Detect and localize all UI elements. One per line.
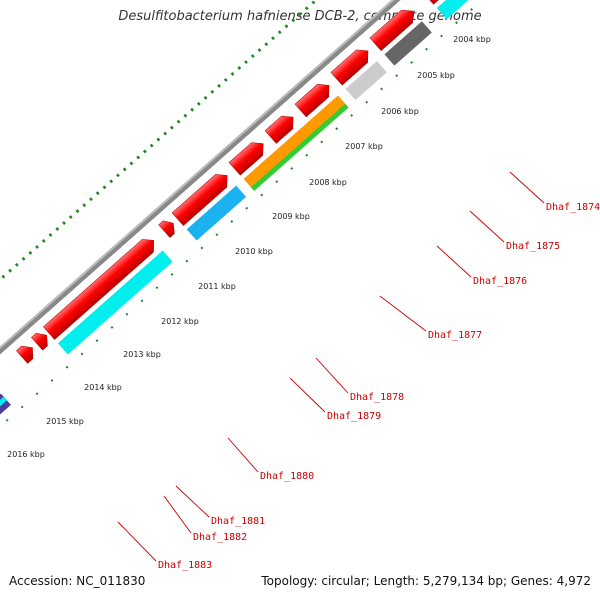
kbp-label: 2009 kbp bbox=[272, 212, 310, 221]
gene-arrow bbox=[30, 332, 48, 351]
gene-leader-line bbox=[163, 495, 192, 534]
gene-leader-line bbox=[175, 485, 210, 518]
gene-label: Dhaf_1878 bbox=[350, 392, 404, 403]
cds-block bbox=[57, 250, 173, 355]
gene-label: Dhaf_1882 bbox=[193, 532, 247, 543]
gene-arrow bbox=[369, 9, 414, 51]
gene-leader-line bbox=[469, 210, 505, 243]
kbp-label: 2014 kbp bbox=[84, 383, 122, 392]
cds-block bbox=[186, 185, 247, 241]
cds-block bbox=[384, 21, 432, 66]
cds-block bbox=[243, 95, 348, 191]
kbp-label: 2005 kbp bbox=[417, 71, 455, 80]
gene-leader-line bbox=[379, 295, 427, 332]
gene-label: Dhaf_1879 bbox=[327, 411, 381, 422]
gene-label: Dhaf_1880 bbox=[260, 471, 314, 482]
kbp-label: 2016 kbp bbox=[7, 450, 45, 459]
gene-label: Dhaf_1883 bbox=[158, 560, 212, 571]
gene-leader-line bbox=[436, 245, 472, 278]
gene-label: Dhaf_1875 bbox=[506, 241, 560, 252]
kbp-label: 2015 kbp bbox=[46, 417, 84, 426]
gene-label: Dhaf_1877 bbox=[428, 330, 482, 341]
kbp-label: 2012 kbp bbox=[161, 317, 199, 326]
backbone-line bbox=[0, 0, 540, 487]
kbp-label: 2007 kbp bbox=[345, 142, 383, 151]
genome-summary-text: Topology: circular; Length: 5,279,134 bp… bbox=[261, 574, 591, 588]
kbp-label: 2006 kbp bbox=[381, 107, 419, 116]
gene-leader-line bbox=[227, 437, 259, 473]
gene-label: Dhaf_1876 bbox=[473, 276, 527, 287]
gene-leader-line bbox=[289, 377, 326, 413]
cds-track bbox=[0, 0, 497, 454]
accession-text: Accession: NC_011830 bbox=[9, 574, 146, 588]
map-band bbox=[0, 0, 577, 528]
inner-tick-track bbox=[0, 0, 577, 528]
kbp-label-group: 2004 kbp 2005 kbp 2006 kbp 2007 kbp 2008 kbp… bbox=[7, 35, 491, 459]
kbp-label: 2013 kbp bbox=[123, 350, 161, 359]
gene-arrow bbox=[264, 115, 294, 144]
gene-leader-line bbox=[315, 357, 349, 394]
gene-arrow bbox=[16, 345, 34, 364]
gene-arrow bbox=[421, 0, 478, 5]
gene-arrow bbox=[228, 142, 264, 176]
cds-block bbox=[345, 61, 387, 101]
kbp-dotted-track bbox=[0, 0, 504, 446]
gene-track bbox=[16, 0, 478, 364]
gene-arrow bbox=[330, 49, 369, 86]
gene-label-group: Dhaf_1874 Dhaf_1875 Dhaf_1876 Dhaf_1877 Dhaf… bbox=[117, 171, 600, 571]
gene-arrow bbox=[171, 174, 228, 226]
gene-leader-line bbox=[117, 521, 157, 562]
cds-block-overlay bbox=[250, 103, 349, 191]
gene-leader-line bbox=[509, 171, 545, 204]
kbp-label: 2004 kbp bbox=[453, 35, 491, 44]
kbp-label: 2010 kbp bbox=[235, 247, 273, 256]
gene-arrow bbox=[294, 84, 330, 118]
gene-arrow bbox=[158, 220, 175, 238]
kbp-label: 2011 kbp bbox=[198, 282, 236, 291]
gene-label: Dhaf_1874 bbox=[546, 202, 600, 213]
gene-arrow bbox=[42, 239, 155, 340]
cds-block bbox=[436, 0, 497, 20]
gene-label: Dhaf_1881 bbox=[211, 516, 265, 527]
kbp-label: 2008 kbp bbox=[309, 178, 347, 187]
